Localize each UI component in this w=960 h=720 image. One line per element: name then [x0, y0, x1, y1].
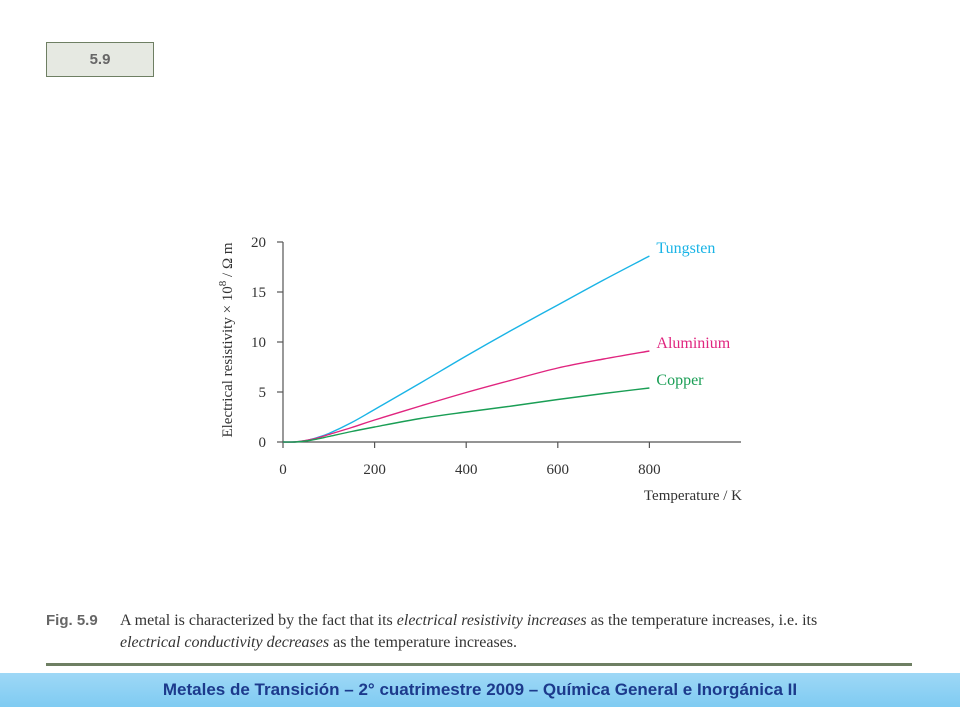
caption-text-part: as the temperature increases.: [329, 634, 517, 651]
caption-emphasis: electrical resistivity increases: [396, 612, 587, 629]
caption-text: A metal is characterized by the fact tha…: [120, 610, 876, 654]
x-tick-label: 400: [455, 462, 478, 478]
chart-series: [282, 255, 650, 443]
x-tick-label: 200: [363, 462, 386, 478]
y-tick-label: 20: [251, 235, 266, 251]
caption-emphasis: electrical conductivity decreases: [120, 634, 330, 651]
resistivity-chart: 0 200 400 600 800 0 5 10 15 20 Tungsten Aluminium C…: [217, 235, 742, 504]
y-tick-label: 0: [259, 435, 267, 451]
x-axis-label: Temperature / K: [644, 488, 742, 504]
x-tick-label: 0: [279, 462, 287, 478]
caption-text-part: A metal is characterized by the fact tha…: [120, 612, 397, 629]
aluminium-series-label: Aluminium: [656, 335, 730, 352]
copper-series-line: [282, 387, 650, 443]
y-axis-label: Electrical resistivity × 108 / Ω m: [217, 242, 236, 437]
tungsten-series-label: Tungsten: [656, 240, 715, 257]
chart-legend-labels: Tungsten Aluminium Copper: [656, 240, 730, 389]
copper-series-label: Copper: [656, 372, 704, 389]
divider-rule: [46, 663, 912, 666]
caption-label: Fig. 5.9: [46, 612, 98, 629]
footer-banner: Metales de Transición – 2° cuatrimestre …: [0, 673, 960, 707]
figure-caption: Fig. 5.9 A metal is characterized by the…: [46, 610, 876, 654]
y-tick-label: 5: [259, 385, 267, 401]
x-tick-label: 800: [638, 462, 661, 478]
y-tick-label: 10: [251, 335, 266, 351]
caption-text-part: as the temperature increases, i.e. its: [586, 612, 818, 629]
x-tick-label: 600: [547, 462, 570, 478]
y-tick-label: 15: [251, 285, 266, 301]
figure-number-tag: 5.9: [46, 42, 154, 77]
chart-axes: 0 200 400 600 800 0 5 10 15 20: [251, 235, 741, 478]
aluminium-series-line: [282, 350, 650, 443]
tungsten-series-line: [282, 255, 650, 443]
